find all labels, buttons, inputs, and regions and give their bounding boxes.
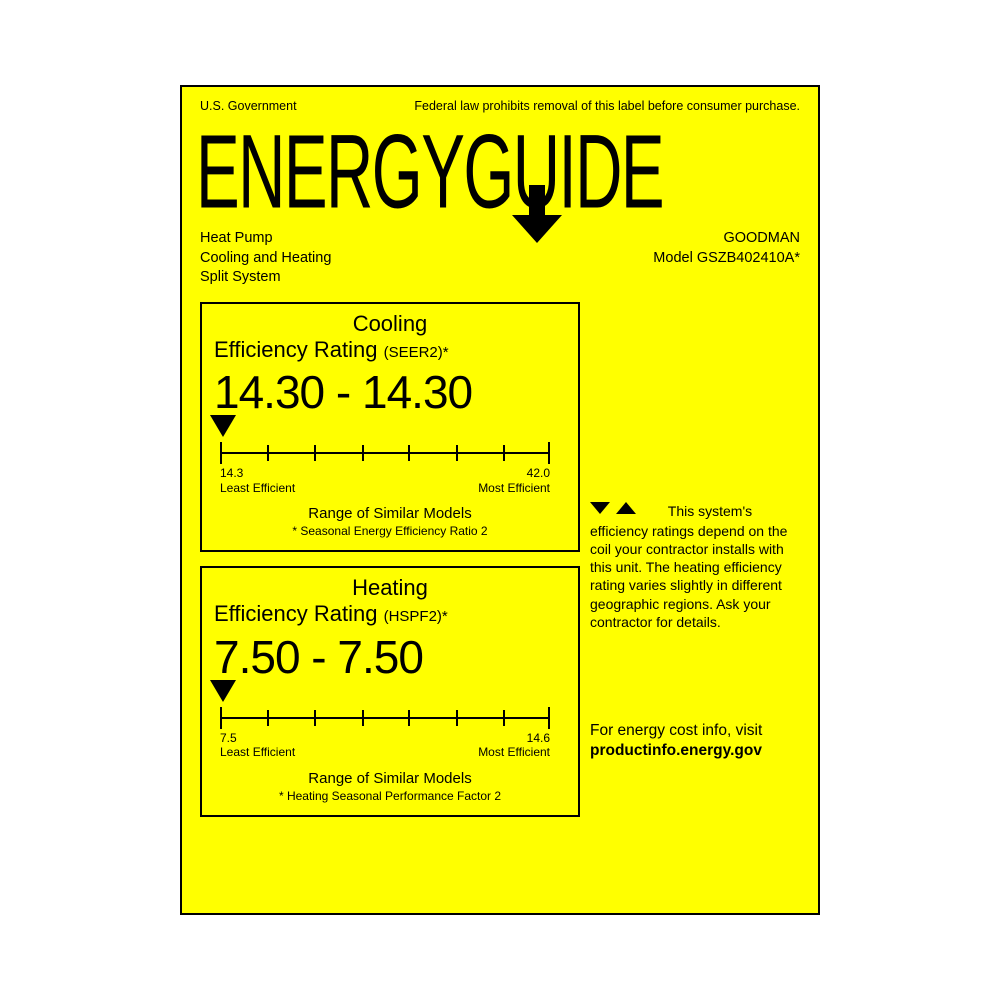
marker-down-icon	[590, 502, 610, 514]
product-type: Heat Pump Cooling and Heating Split Syst…	[200, 229, 331, 288]
cooling-subtitle: Efficiency Rating (SEER2)*	[214, 336, 566, 364]
heating-subtitle-main: Efficiency Rating	[214, 601, 377, 626]
cooling-footer: Range of Similar Models	[214, 505, 566, 522]
energy-info-line1: For energy cost info, visit	[590, 721, 800, 741]
logo-text: ENERGYGUIDE	[196, 111, 663, 232]
heating-scale-labels: 7.5 Least Efficient 14.6 Most Efficient	[220, 731, 550, 760]
cooling-subtitle-small: (SEER2)*	[384, 344, 449, 361]
model: Model GSZB402410A*	[653, 249, 800, 269]
meta-line3: Split System	[200, 268, 331, 288]
cooling-marker-icon	[210, 415, 236, 437]
heating-value: 7.50 - 7.50	[214, 630, 566, 684]
heating-scale: 7.5 Least Efficient 14.6 Most Efficient	[220, 707, 550, 760]
side-markers: This system's	[590, 502, 800, 520]
cooling-scale-max: 42.0 Most Efficient	[478, 466, 550, 495]
heating-box: Heating Efficiency Rating (HSPF2)* 7.50 …	[200, 566, 580, 816]
cooling-value: 14.30 - 14.30	[214, 365, 566, 419]
marker-up-icon	[616, 502, 636, 514]
cooling-footnote: * Seasonal Energy Efficiency Ratio 2	[214, 524, 566, 538]
energyguide-label: U.S. Government Federal law prohibits re…	[180, 85, 820, 915]
logo-arrow-icon	[510, 185, 564, 245]
cooling-subtitle-main: Efficiency Rating	[214, 337, 377, 362]
heating-subtitle: Efficiency Rating (HSPF2)*	[214, 600, 566, 628]
brand: GOODMAN	[653, 229, 800, 249]
heating-scale-line	[220, 707, 550, 729]
heating-scale-max: 14.6 Most Efficient	[478, 731, 550, 760]
cooling-scale-labels: 14.3 Least Efficient 42.0 Most Efficient	[220, 466, 550, 495]
cooling-box: Cooling Efficiency Rating (SEER2)* 14.30…	[200, 302, 580, 552]
cooling-scale-line	[220, 442, 550, 464]
side-note-lead: This system's	[668, 503, 752, 519]
heating-title: Heating	[214, 576, 566, 600]
energy-info-url: productinfo.energy.gov	[590, 741, 800, 761]
heating-footer: Range of Similar Models	[214, 770, 566, 787]
heating-footnote: * Heating Seasonal Performance Factor 2	[214, 789, 566, 803]
brand-model: GOODMAN Model GSZB402410A*	[653, 229, 800, 288]
logo: ENERGYGUIDE	[200, 115, 800, 225]
body-row: Cooling Efficiency Rating (SEER2)* 14.30…	[200, 302, 800, 831]
side-note-body: efficiency ratings depend on the coil yo…	[590, 523, 787, 630]
energy-info: For energy cost info, visit productinfo.…	[590, 721, 800, 761]
heating-subtitle-small: (HSPF2)*	[384, 608, 448, 625]
cooling-scale-min: 14.3 Least Efficient	[220, 466, 295, 495]
side-column: This system's efficiency ratings depend …	[590, 302, 800, 831]
meta-line2: Cooling and Heating	[200, 249, 331, 269]
heating-marker-icon	[210, 680, 236, 702]
cooling-title: Cooling	[214, 312, 566, 336]
meta-row: Heat Pump Cooling and Heating Split Syst…	[200, 229, 800, 288]
heating-scale-min: 7.5 Least Efficient	[220, 731, 295, 760]
rating-boxes: Cooling Efficiency Rating (SEER2)* 14.30…	[200, 302, 580, 831]
side-note: This system's efficiency ratings depend …	[590, 502, 800, 631]
cooling-scale: 14.3 Least Efficient 42.0 Most Efficient	[220, 442, 550, 495]
